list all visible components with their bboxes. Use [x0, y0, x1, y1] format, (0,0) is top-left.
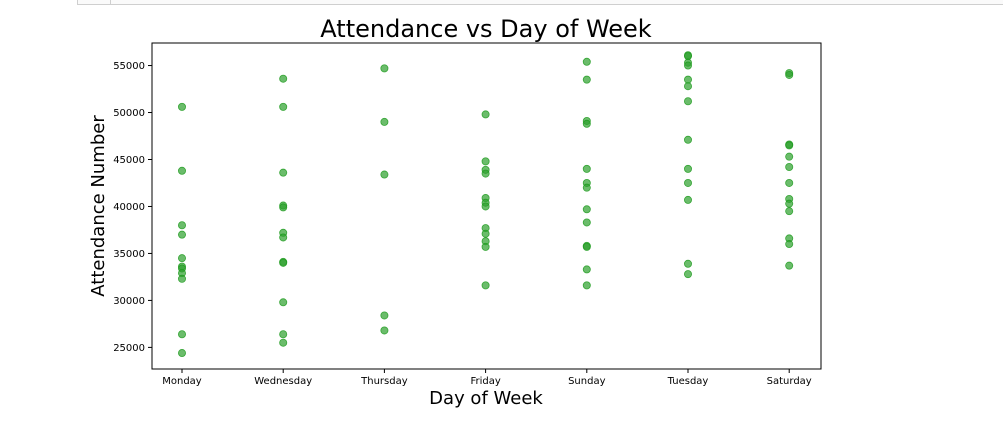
data-point: [380, 117, 389, 126]
data-point: [177, 349, 186, 358]
data-point: [481, 281, 490, 290]
data-point: [481, 202, 490, 211]
data-point: [785, 207, 794, 216]
data-point: [279, 330, 288, 339]
data-point: [380, 64, 389, 73]
data-point: [582, 242, 591, 251]
data-point: [481, 110, 490, 119]
data-point: [684, 97, 693, 106]
y-tick-label: 40000: [113, 202, 145, 213]
data-point: [380, 311, 389, 320]
data-points: [177, 51, 794, 358]
data-point: [279, 203, 288, 212]
x-tick-label: Thursday: [360, 376, 408, 387]
x-axis-label: Day of Week: [429, 388, 543, 409]
data-point: [582, 119, 591, 128]
data-point: [279, 102, 288, 111]
y-axis: 25000 30000 35000 40000 45000 50000 55000: [113, 61, 152, 354]
x-tick-label: Tuesday: [667, 376, 709, 387]
y-tick-label: 35000: [113, 249, 145, 260]
data-point: [177, 230, 186, 239]
data-point: [279, 168, 288, 177]
data-point: [684, 75, 693, 84]
data-point: [279, 258, 288, 267]
data-point: [279, 298, 288, 307]
x-tick-label: Wednesday: [254, 376, 312, 387]
data-point: [582, 218, 591, 227]
data-point: [582, 265, 591, 274]
x-tick-label: Friday: [470, 376, 500, 387]
chart-title: Attendance vs Day of Week: [320, 15, 652, 43]
data-point: [177, 166, 186, 175]
data-point: [785, 261, 794, 270]
data-point: [785, 163, 794, 172]
data-point: [684, 259, 693, 268]
data-point: [684, 164, 693, 173]
data-point: [380, 326, 389, 335]
x-tick-label: Sunday: [568, 376, 605, 387]
data-point: [582, 57, 591, 66]
plot-area: [151, 42, 822, 370]
data-point: [684, 52, 693, 61]
data-point: [177, 330, 186, 339]
data-point: [177, 274, 186, 283]
data-point: [177, 221, 186, 230]
data-point: [582, 164, 591, 173]
y-tick-label: 25000: [113, 343, 145, 354]
x-axis: Monday Wednesday Thursday Friday Sunday Tuesd…: [162, 369, 812, 387]
x-tick-label: Monday: [162, 376, 202, 387]
y-tick-label: 55000: [113, 61, 145, 72]
data-point: [684, 178, 693, 187]
data-point: [481, 157, 490, 166]
y-tick-label: 50000: [113, 108, 145, 119]
notebook-cell-divider: [110, 0, 111, 5]
data-point: [177, 254, 186, 263]
data-point: [684, 61, 693, 70]
data-point: [684, 195, 693, 204]
data-point: [684, 270, 693, 279]
data-point: [177, 102, 186, 111]
data-point: [380, 170, 389, 179]
data-point: [279, 74, 288, 83]
data-point: [279, 338, 288, 347]
data-point: [684, 135, 693, 144]
data-point: [481, 169, 490, 178]
x-tick-label: Saturday: [767, 376, 812, 387]
data-point: [481, 242, 490, 251]
data-point: [785, 178, 794, 187]
data-point: [582, 183, 591, 192]
data-point: [684, 82, 693, 91]
y-tick-label: 45000: [113, 155, 145, 166]
data-point: [582, 75, 591, 84]
data-point: [279, 233, 288, 242]
data-point: [785, 70, 794, 79]
notebook-cell-border: [77, 0, 1003, 5]
data-point: [785, 199, 794, 208]
y-axis-label: Attendance Number: [88, 115, 109, 297]
y-tick-label: 30000: [113, 296, 145, 307]
data-point: [785, 240, 794, 249]
data-point: [582, 281, 591, 290]
data-point: [785, 152, 794, 161]
data-point: [481, 229, 490, 238]
data-point: [785, 141, 794, 150]
data-point: [582, 205, 591, 214]
